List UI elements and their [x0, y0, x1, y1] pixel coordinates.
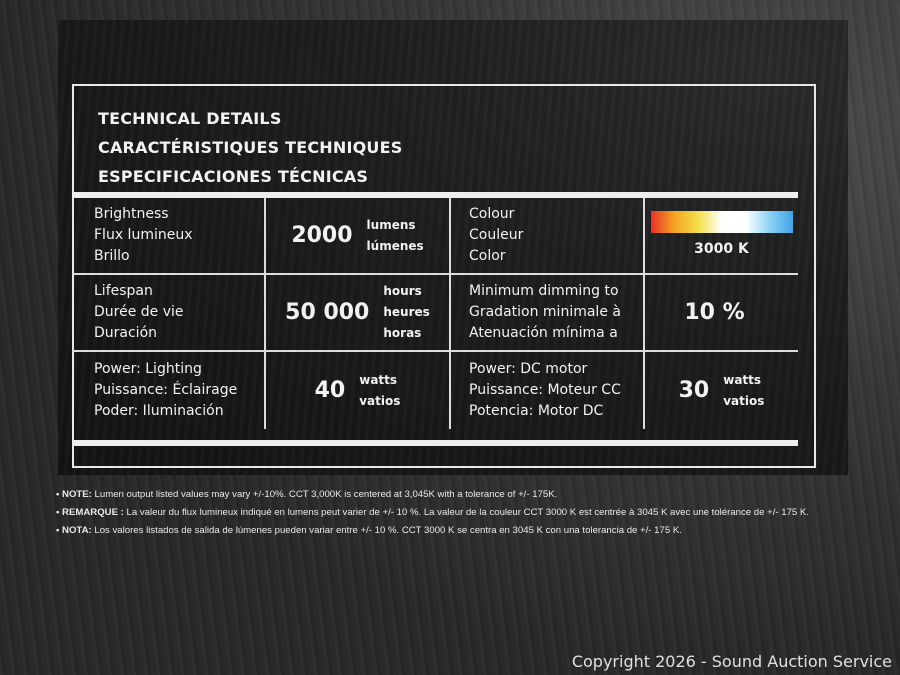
spec-label-text-line: Duración [94, 325, 158, 341]
value-number: 30 [678, 378, 710, 403]
value-units-line: lúmenes [366, 238, 424, 253]
spec-label-text-line: Lifespan [94, 283, 153, 299]
title-es: ESPECIFICACIONES TÉCNICAS [98, 167, 369, 186]
title-fr: CARACTÉRISTIQUES TECHNIQUES [98, 138, 403, 157]
note-line: NOTE: Lumen output listed values may var… [56, 486, 809, 504]
spec-label-text-line: Potencia: Motor DC [469, 403, 604, 419]
value-units: hours heures horas [383, 281, 429, 344]
spec-label-2: Colour Couleur Color [451, 198, 645, 273]
note-text: Los valores listados de salida de lúmene… [91, 525, 682, 536]
spec-label-text-line: Colour [469, 206, 515, 222]
spec-value-2: 10 % [645, 275, 798, 350]
spec-label-text: Brightness Flux lumineux Brillo [94, 204, 193, 267]
spec-box-border [72, 84, 816, 468]
spec-label-text-line: Puissance: Éclairage [94, 382, 238, 398]
spec-label-text-line: Brightness [94, 206, 169, 222]
value-number: 2000 [291, 223, 353, 248]
value-units-line: hours [383, 284, 422, 298]
spec-label-text-line: Puissance: Moteur CC [469, 382, 621, 398]
spec-label-2: Minimum dimming to Gradation minimale à At… [451, 275, 645, 350]
spec-label-text-line: Brillo [94, 248, 130, 264]
spec-label-text: Minimum dimming to Gradation minimale à At… [469, 281, 621, 344]
notes: NOTE: Lumen output listed values may var… [56, 486, 809, 540]
spec-row: Brightness Flux lumineux Brillo 2000 lumens l… [72, 198, 798, 275]
note-line: NOTA: Los valores listados de salida de … [56, 522, 809, 540]
spec-value-2: 3000 K [645, 198, 798, 273]
value-units-line: watts [359, 372, 398, 387]
value-units-line: lumens [366, 217, 416, 232]
packaging-panel [58, 20, 848, 475]
value-units-line: vatios [723, 393, 765, 408]
spec-titles: TECHNICAL DETAILS CARACTÉRISTIQUES TECHN… [98, 104, 402, 191]
value-number: 10 % [684, 300, 745, 325]
spec-label-text-line: Gradation minimale à [469, 304, 621, 320]
value-number: 50 000 [285, 300, 370, 325]
color-temperature-gradient [650, 211, 793, 233]
value-units-line: heures [383, 305, 430, 319]
spec-label-text: Power: DC motor Puissance: Moteur CC Poten… [469, 359, 621, 422]
title-en: TECHNICAL DETAILS [98, 109, 282, 128]
spec-label-text-line: Power: DC motor [469, 361, 588, 377]
spec-label-text: Power: Lighting Puissance: Éclairage Poder… [94, 359, 237, 422]
note-prefix: NOTE: [62, 489, 92, 500]
spec-value: 50 000 hours heures horas [266, 275, 451, 350]
copyright-watermark: Copyright 2026 - Sound Auction Service [571, 652, 892, 671]
value-units-line: horas [383, 326, 422, 340]
spec-label-text-line: Poder: Iluminación [94, 403, 224, 419]
spec-label-text-line: Power: Lighting [94, 361, 202, 377]
note-text: La valeur du flux lumineux indiqué en lu… [123, 507, 809, 518]
spec-label-text-line: Flux lumineux [94, 227, 193, 243]
spec-table: Brightness Flux lumineux Brillo 2000 lumens l… [72, 192, 798, 446]
spec-value-2: 30 watts vatios [645, 352, 798, 429]
spec-label-text: Lifespan Durée de vie Duración [94, 281, 184, 344]
spec-label-text-line: Couleur [469, 227, 524, 243]
value-units: lumens lúmenes [367, 215, 424, 257]
value-number: 40 [314, 378, 346, 403]
spec-label: Lifespan Durée de vie Duración [72, 275, 266, 350]
spec-row: Lifespan Durée de vie Duración 50 000 hours h… [72, 275, 798, 352]
note-prefix: REMARQUE : [62, 507, 124, 518]
spec-label-text-line: Minimum dimming to [469, 283, 619, 299]
spec-label-text-line: Color [469, 248, 506, 264]
note-text: Lumen output listed values may vary +/-1… [91, 489, 558, 500]
value-units-line: vatios [359, 393, 401, 408]
spec-label-2: Power: DC motor Puissance: Moteur CC Poten… [451, 352, 645, 429]
spec-label: Power: Lighting Puissance: Éclairage Poder… [72, 352, 266, 429]
note-prefix: NOTA: [62, 525, 92, 536]
value-units-line: watts [723, 372, 762, 387]
spec-label-text-line: Atenuación mínima a [469, 325, 618, 341]
spec-row: Power: Lighting Puissance: Éclairage Poder… [72, 352, 798, 429]
spec-label: Brightness Flux lumineux Brillo [72, 198, 266, 273]
value-units: watts vatios [723, 370, 764, 412]
value-units: watts vatios [359, 370, 400, 412]
spec-value: 2000 lumens lúmenes [266, 198, 451, 273]
spec-label-text-line: Durée de vie [94, 304, 184, 320]
spec-value: 40 watts vatios [266, 352, 451, 429]
color-temperature-value: 3000 K [694, 241, 749, 257]
note-line: REMARQUE : La valeur du flux lumineux in… [56, 504, 809, 522]
spec-label-text: Colour Couleur Color [469, 204, 523, 267]
